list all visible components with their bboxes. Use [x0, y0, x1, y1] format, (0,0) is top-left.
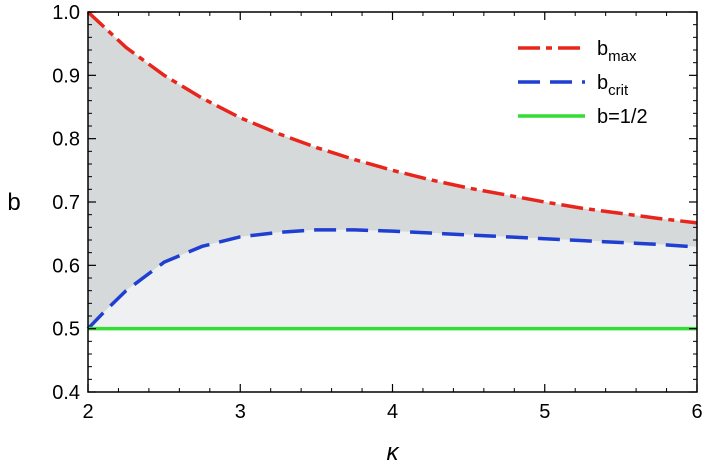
- b-crit-line: [86, 228, 698, 330]
- fill-regions: [88, 12, 697, 329]
- y-tick-label: 0.7: [52, 192, 80, 214]
- x-tick-label: 4: [387, 401, 398, 423]
- legend: bmax bcrit b=1/2: [518, 38, 648, 128]
- y-tick-label: 0.4: [52, 382, 80, 404]
- x-tick-label: 5: [539, 401, 550, 423]
- legend-label: bcrit: [597, 72, 629, 99]
- series-lines: [86, 10, 698, 331]
- legend-subscript: max: [608, 48, 637, 65]
- y-axis-label: b: [7, 189, 20, 216]
- y-tick-label: 0.5: [52, 319, 80, 341]
- legend-entry-b-half: b=1/2: [518, 106, 648, 128]
- fill-region-lower: [88, 229, 697, 329]
- y-tick-label: 0.8: [52, 129, 80, 151]
- x-axis-label: κ: [387, 439, 401, 466]
- legend-subscript: crit: [608, 82, 629, 99]
- fill-region-upper: [88, 12, 697, 329]
- legend-entry-b-max: bmax: [518, 38, 637, 65]
- x-tick-label: 2: [82, 401, 93, 423]
- legend-label: b=1/2: [597, 106, 648, 128]
- legend-entry-b-crit: bcrit: [518, 72, 629, 99]
- y-tick-label: 0.6: [52, 255, 80, 277]
- x-tick-label: 6: [691, 401, 702, 423]
- legend-label: bmax: [597, 38, 637, 65]
- b-max-line: [86, 10, 698, 225]
- y-tick-label: 1.0: [52, 2, 80, 24]
- axis-ticks: 2 3 4 5 6 0.4 0.5 0.6 0.7 0.8 0.9 1.0: [52, 2, 702, 423]
- y-tick-label: 0.9: [52, 65, 80, 87]
- x-tick-label: 3: [235, 401, 246, 423]
